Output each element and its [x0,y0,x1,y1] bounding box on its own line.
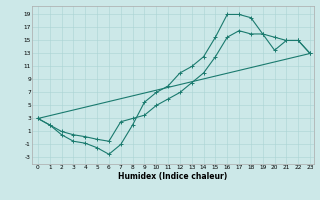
X-axis label: Humidex (Indice chaleur): Humidex (Indice chaleur) [118,172,228,181]
